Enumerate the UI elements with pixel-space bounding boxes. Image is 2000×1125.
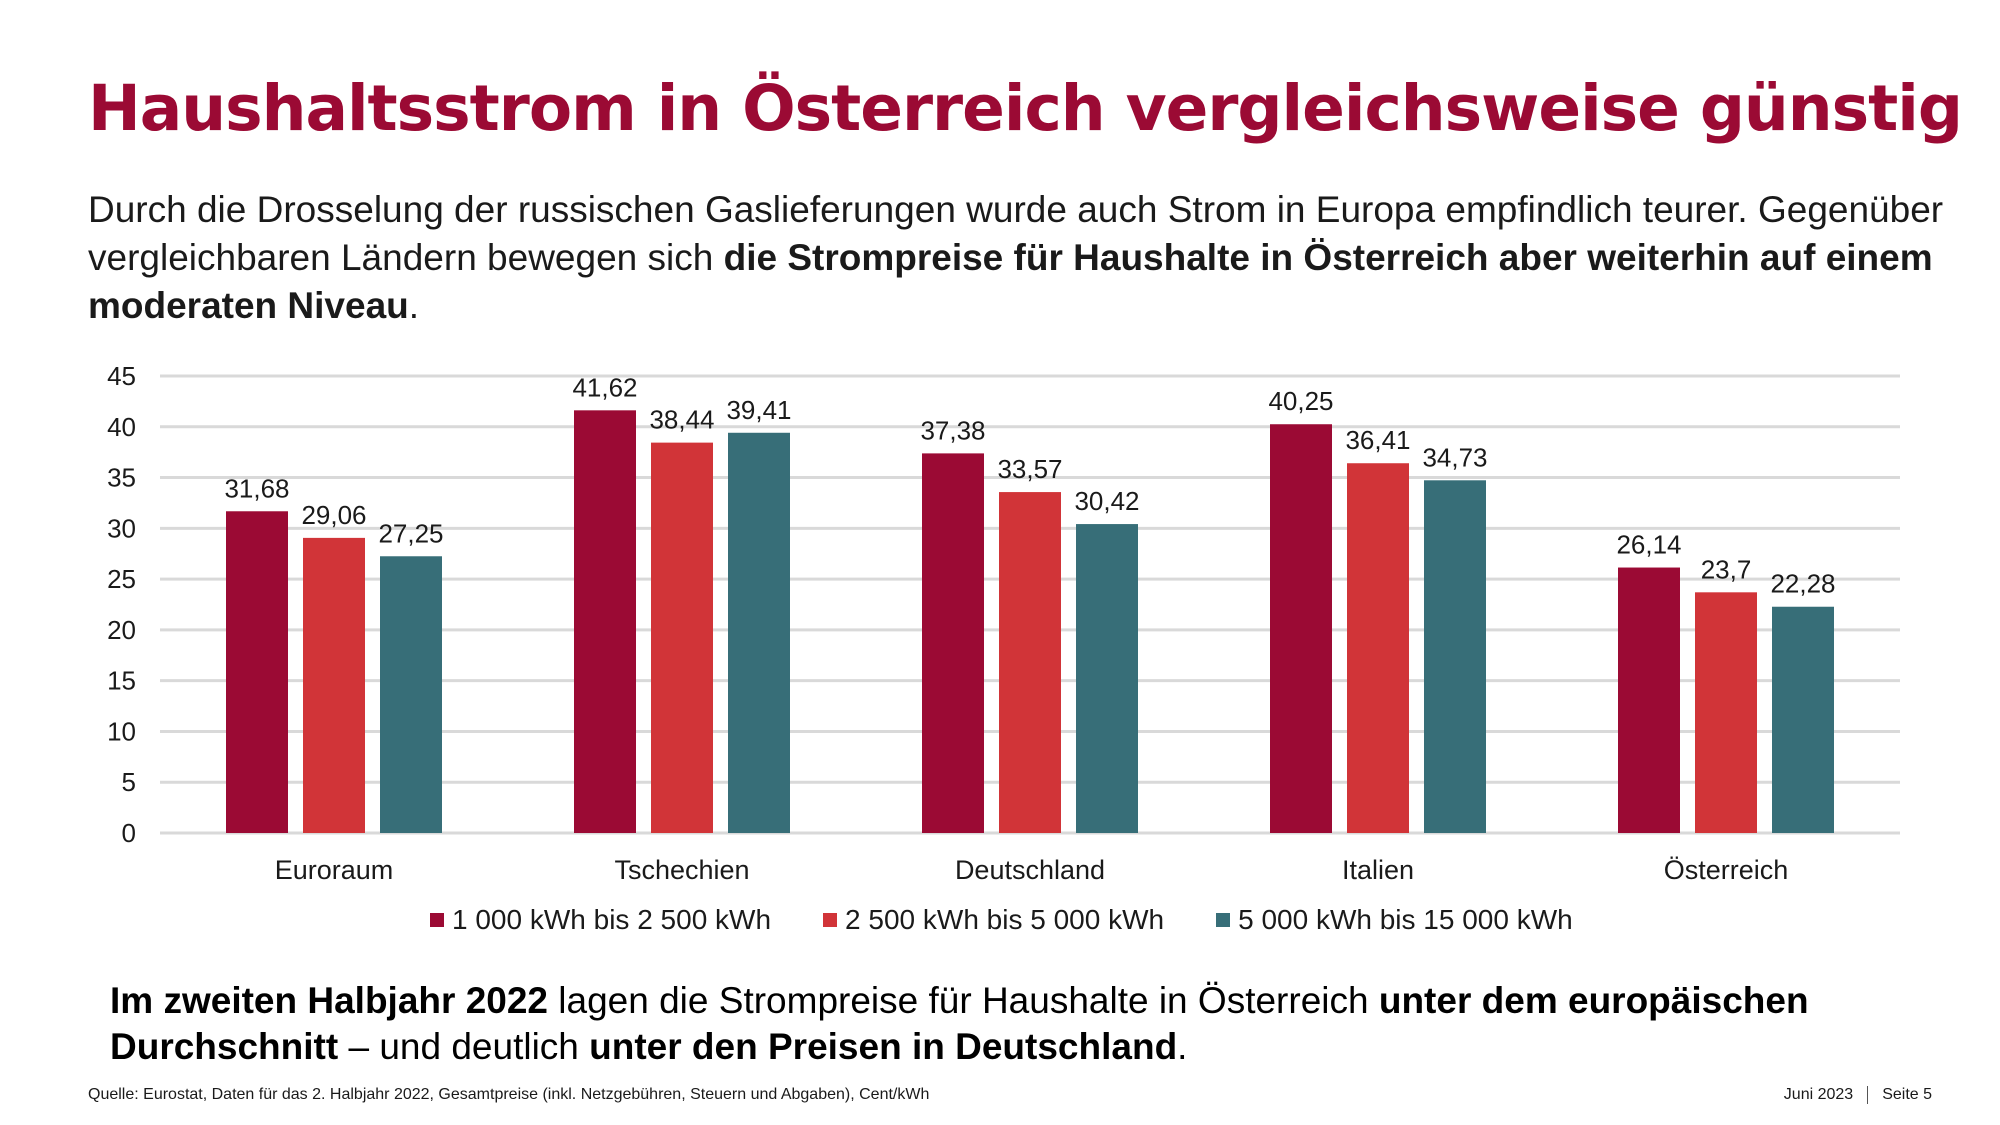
bar (574, 410, 636, 833)
conclusion-text-3: unter dem europäischen Durchschnitt (110, 980, 1809, 1067)
footer-date: Juni 2023 (1783, 1086, 1854, 1103)
data-label: 31,68 (224, 473, 289, 503)
conclusion-text-1: Im zweiten Halbjahr 2022 (110, 980, 549, 1021)
data-label: 30,42 (1074, 486, 1139, 516)
bar (728, 432, 790, 833)
source-note: Quelle: Eurostat, Daten für das 2. Halbj… (88, 1086, 930, 1103)
y-tick-label: 30 (107, 513, 136, 543)
intro-paragraph: Durch die Drosselung der russischen Gasl… (88, 186, 1948, 330)
footer: Juni 2023 Seite 5 (1784, 1086, 1932, 1104)
bar (1695, 592, 1757, 833)
conclusion-text-2: lagen die Strompreise für Haushalte in Ö… (548, 980, 1379, 1021)
legend-swatch-1 (430, 913, 444, 927)
data-label: 38,44 (649, 405, 714, 435)
legend-label-3: 5 000 kWh bis 15 000 kWh (1238, 904, 1573, 935)
legend-swatch-2 (823, 913, 838, 927)
bar (999, 492, 1061, 833)
y-tick-label: 15 (107, 666, 136, 696)
bar (1076, 524, 1138, 833)
data-label: 34,73 (1422, 442, 1487, 472)
y-tick-label: 25 (107, 564, 136, 594)
data-label: 40,25 (1268, 386, 1333, 416)
x-category-label: Österreich (1664, 855, 1789, 885)
data-label: 39,41 (726, 395, 791, 425)
bar (1270, 424, 1332, 833)
footer-page: Seite 5 (1882, 1086, 1932, 1103)
bar (226, 511, 288, 833)
data-label: 29,06 (301, 500, 366, 530)
bar (1772, 606, 1834, 833)
bar (651, 442, 713, 833)
chart-legend: 1 000 kWh bis 2 500 kWh 2 500 kWh bis 5 … (430, 904, 1625, 936)
data-label: 33,57 (997, 454, 1062, 484)
intro-text-3: . (408, 285, 420, 326)
x-category-label: Euroraum (275, 855, 394, 885)
legend-label-2: 2 500 kWh bis 5 000 kWh (845, 904, 1165, 935)
y-tick-label: 45 (107, 361, 136, 391)
y-tick-label: 20 (107, 615, 136, 645)
intro-text-2: die Strompreise für Haushalte in Österre… (88, 237, 1933, 326)
data-label: 36,41 (1345, 425, 1410, 455)
legend-item-1: 1 000 kWh bis 2 500 kWh (430, 904, 771, 936)
bar (1347, 463, 1409, 833)
data-label: 26,14 (1616, 530, 1681, 560)
y-tick-label: 40 (107, 412, 136, 442)
bar (922, 453, 984, 833)
y-tick-label: 5 (122, 767, 136, 797)
legend-label-1: 1 000 kWh bis 2 500 kWh (452, 904, 772, 935)
bar (303, 537, 365, 833)
data-label: 37,38 (920, 415, 985, 445)
data-label: 27,25 (378, 518, 443, 548)
y-tick-label: 10 (107, 716, 136, 746)
x-category-label: Deutschland (955, 855, 1105, 885)
data-label: 41,62 (572, 372, 637, 402)
bar-chart: 0 5 10 15 20 25 30 35 40 45 31,68 29,06 27,25 Eurorau… (107, 361, 1900, 885)
slide-title: Haushaltsstrom in Österreich vergleichsw… (88, 72, 1963, 145)
conclusion-text-5: unter den Preisen in Deutschland (589, 1026, 1178, 1067)
bar (1424, 480, 1486, 833)
x-category-label: Italien (1342, 855, 1414, 885)
y-tick-label: 35 (107, 463, 136, 493)
conclusion-text-4: – und deutlich (338, 1026, 590, 1067)
footer-divider (1867, 1086, 1869, 1104)
conclusion-paragraph: Im zweiten Halbjahr 2022 lagen die Strom… (110, 978, 1950, 1070)
conclusion-text-6: . (1177, 1026, 1188, 1067)
legend-item-3: 5 000 kWh bis 15 000 kWh (1216, 904, 1573, 936)
data-label: 22,28 (1770, 569, 1835, 599)
bar (380, 556, 442, 833)
data-label: 23,7 (1701, 554, 1752, 584)
y-tick-label: 0 (122, 818, 136, 848)
x-category-label: Tschechien (614, 855, 749, 885)
legend-swatch-3 (1216, 913, 1231, 927)
intro-text-1: Durch die Drosselung der russischen Gasl… (88, 189, 1944, 278)
bar (1618, 567, 1680, 833)
legend-item-2: 2 500 kWh bis 5 000 kWh (823, 904, 1164, 936)
